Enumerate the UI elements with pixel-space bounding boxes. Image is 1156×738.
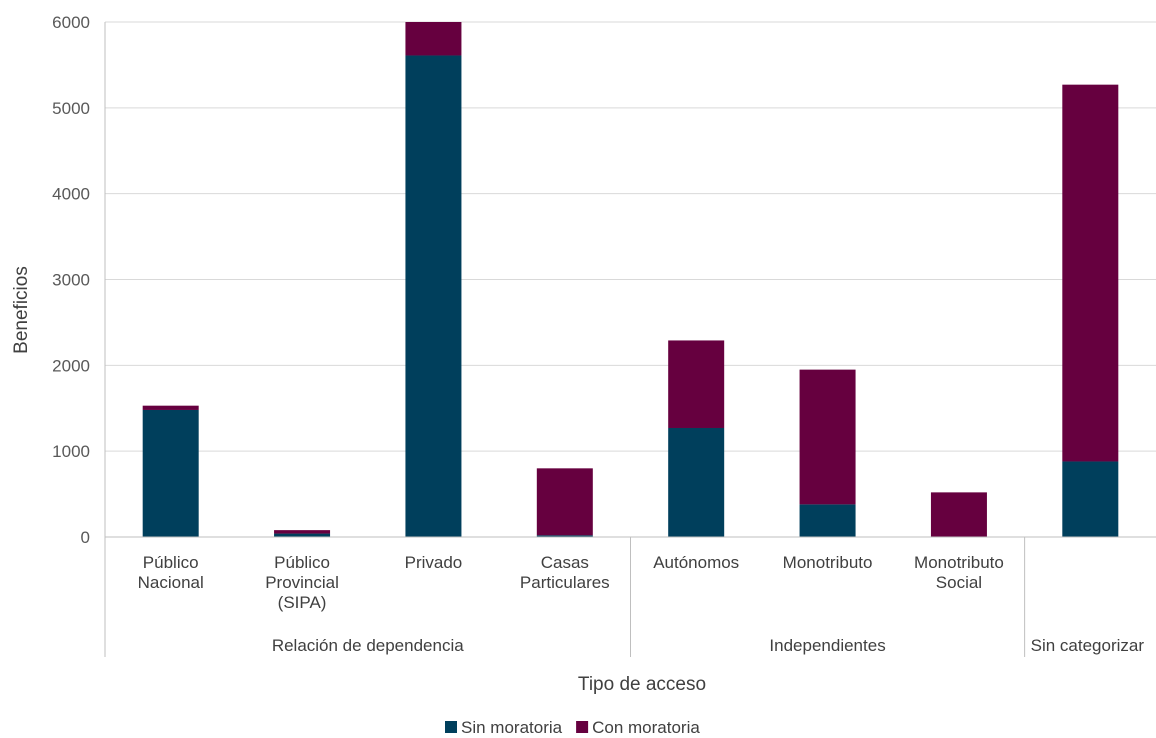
legend: Sin moratoria Con moratoria bbox=[445, 718, 700, 737]
category-label-3: Casas Particulares bbox=[520, 553, 610, 592]
category-label-5: Monotributo bbox=[783, 553, 873, 572]
group-label-1: Independientes bbox=[769, 636, 885, 655]
legend-label-0: Sin moratoria bbox=[461, 718, 563, 737]
legend-swatch-1 bbox=[576, 721, 589, 733]
category-label-line: Público bbox=[274, 553, 330, 572]
category-label-line: Monotributo bbox=[914, 553, 1004, 572]
bar-con-moratoria-3 bbox=[536, 468, 593, 536]
y-tick-label-4000: 4000 bbox=[52, 185, 90, 204]
group-label-2: Sin categorizar bbox=[1031, 636, 1145, 655]
bar-con-moratoria-6 bbox=[930, 492, 987, 537]
axes: 0 1000 2000 3000 4000 5000 6000 bbox=[52, 13, 1156, 657]
category-label-line: Provincial bbox=[265, 573, 339, 592]
category-label-line: Privado bbox=[405, 553, 463, 572]
bar-con-moratoria-7 bbox=[1062, 84, 1119, 462]
category-label-line: Público bbox=[143, 553, 199, 572]
bar-con-moratoria-0 bbox=[142, 405, 199, 410]
category-label-line: (SIPA) bbox=[278, 593, 327, 612]
x-axis-title: Tipo de acceso bbox=[578, 674, 706, 695]
y-tick-label-6000: 6000 bbox=[52, 13, 90, 32]
category-label-line: Casas bbox=[541, 553, 589, 572]
category-label-4: Autónomos bbox=[653, 553, 739, 572]
group-label-0: Relación de dependencia bbox=[272, 636, 464, 655]
bar-con-moratoria-2 bbox=[405, 22, 462, 56]
bar-sin-moratoria-0 bbox=[142, 409, 199, 537]
y-axis-title: Beneficios bbox=[11, 266, 32, 354]
y-tick-label-1000: 1000 bbox=[52, 442, 90, 461]
bar-sin-moratoria-2 bbox=[405, 55, 462, 537]
bar-sin-moratoria-7 bbox=[1062, 461, 1119, 537]
legend-swatch-0 bbox=[445, 721, 457, 733]
bar-sin-moratoria-4 bbox=[668, 427, 725, 537]
y-tick-label-0: 0 bbox=[81, 528, 90, 547]
category-label-line: Social bbox=[936, 573, 982, 592]
bars bbox=[142, 22, 1119, 537]
bar-con-moratoria-5 bbox=[799, 369, 856, 505]
y-tick-label-3000: 3000 bbox=[52, 271, 90, 290]
category-label-0: Público Nacional bbox=[138, 553, 204, 592]
category-label-line: Autónomos bbox=[653, 553, 739, 572]
legend-label-1: Con moratoria bbox=[592, 718, 700, 737]
category-label-line: Monotributo bbox=[783, 553, 873, 572]
category-label-2: Privado bbox=[405, 553, 463, 572]
y-tick-label-5000: 5000 bbox=[52, 99, 90, 118]
category-label-line: Nacional bbox=[138, 573, 204, 592]
bar-sin-moratoria-3 bbox=[536, 535, 593, 537]
category-label-line: Particulares bbox=[520, 573, 610, 592]
gridlines bbox=[105, 21, 1156, 452]
category-label-6: Monotributo Social bbox=[914, 553, 1004, 592]
y-tick-label-2000: 2000 bbox=[52, 356, 90, 375]
bar-sin-moratoria-5 bbox=[799, 504, 856, 537]
bar-con-moratoria-4 bbox=[668, 340, 725, 428]
bar-sin-moratoria-1 bbox=[274, 533, 331, 537]
category-label-1: Público Provincial (SIPA) bbox=[265, 553, 339, 612]
bar-con-moratoria-1 bbox=[274, 530, 331, 534]
